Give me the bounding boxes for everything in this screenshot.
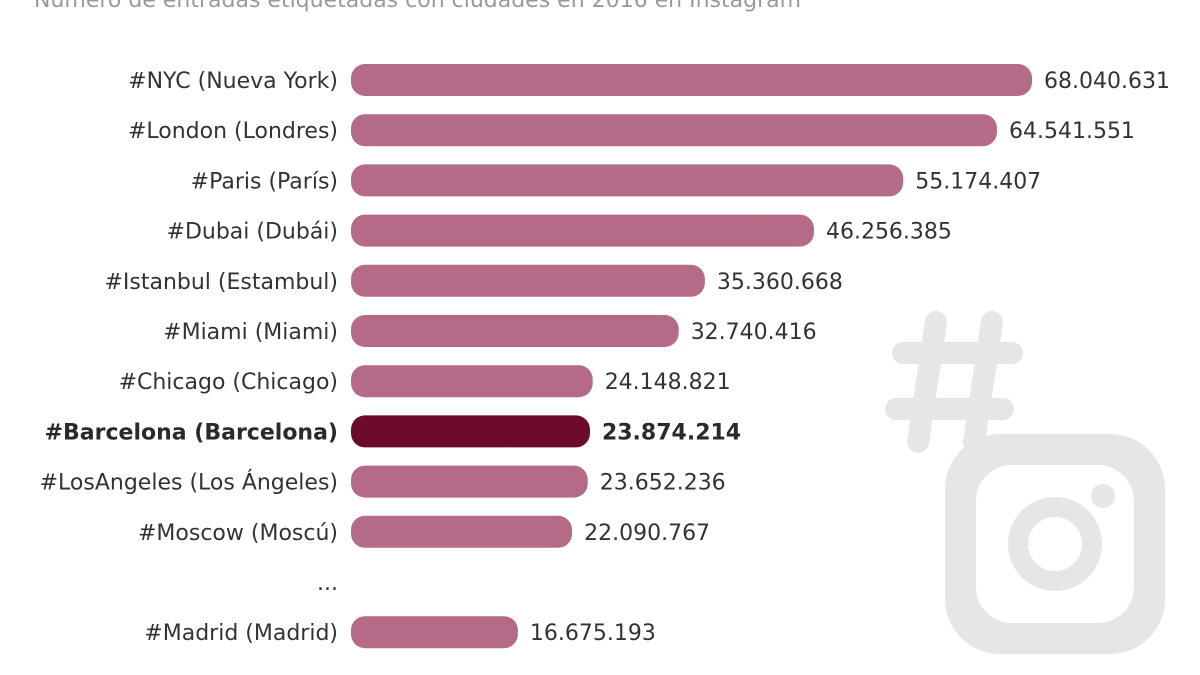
bar [351, 515, 573, 548]
category-label: ... [317, 571, 338, 596]
value-label: 64.541.551 [1009, 119, 1135, 144]
category-label: #Moscow (Moscú) [138, 521, 338, 546]
bar [351, 465, 588, 498]
category-label: #Madrid (Madrid) [144, 621, 338, 646]
value-label: 22.090.767 [584, 521, 710, 546]
value-label: 46.256.385 [826, 220, 952, 245]
category-label: #Dubai (Dubái) [167, 220, 338, 245]
bar [351, 365, 593, 398]
bar [351, 64, 1032, 96]
instagram-icon [945, 434, 1165, 654]
value-label: 35.360.668 [717, 270, 843, 295]
bar [351, 616, 518, 649]
chart-subtitle: Número de entradas etiquetadas con ciuda… [34, 0, 802, 13]
bar [351, 415, 590, 448]
category-label: #NYC (Nueva York) [128, 69, 338, 94]
value-label: 55.174.407 [915, 169, 1041, 194]
value-label: 23.874.214 [602, 420, 741, 445]
bar [351, 114, 997, 147]
value-label: 16.675.193 [530, 621, 656, 646]
value-label: 68.040.631 [1044, 69, 1170, 94]
bar [351, 315, 679, 347]
category-label: #London (Londres) [128, 119, 338, 144]
value-label: 32.740.416 [691, 320, 817, 345]
value-label: 23.652.236 [600, 471, 726, 496]
category-label: #Istanbul (Estambul) [104, 270, 338, 295]
hashtag-icon [885, 311, 1023, 453]
value-label: 24.148.821 [605, 370, 731, 395]
category-label: #LosAngeles (Los Ángeles) [40, 470, 338, 496]
category-label: #Paris (París) [191, 169, 338, 194]
category-label: #Miami (Miami) [163, 320, 338, 345]
bar [351, 214, 814, 247]
category-label: #Barcelona (Barcelona) [45, 420, 338, 445]
bar [351, 264, 705, 297]
category-label: #Chicago (Chicago) [119, 370, 338, 395]
bar [351, 164, 904, 197]
